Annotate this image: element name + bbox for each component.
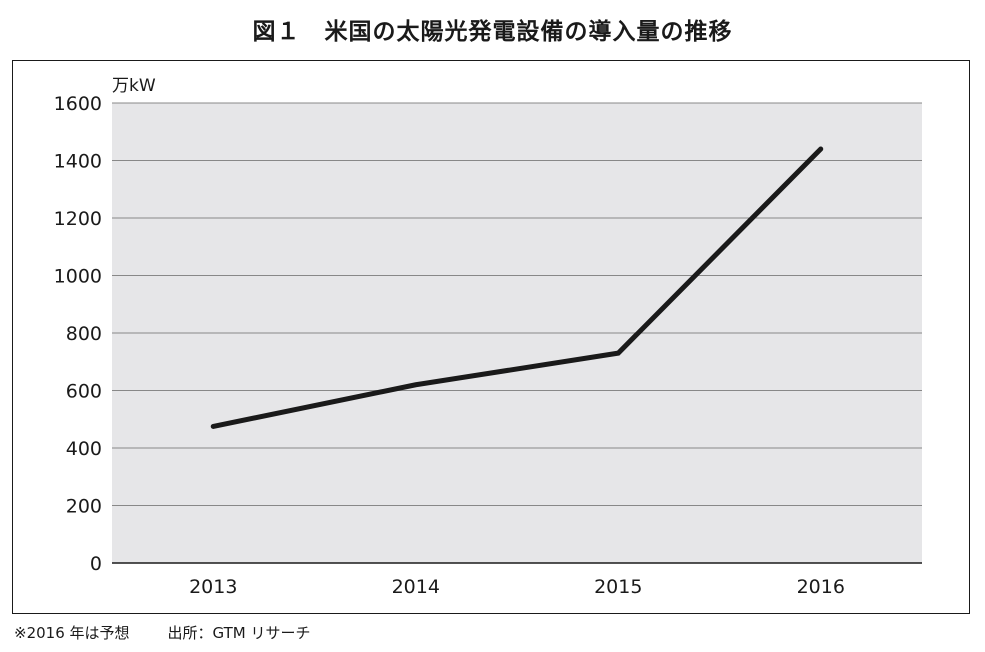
figure-title: 図１ 米国の太陽光発電設備の導入量の推移 — [252, 19, 733, 45]
x-tick-label-2015: 2015 — [594, 576, 642, 598]
series-line-0 — [210, 146, 824, 429]
y-tick-label-200: 200 — [66, 496, 102, 518]
footnote: ※2016 年は予想 出所：GTM リサーチ — [14, 622, 310, 643]
y-tick-label-400: 400 — [66, 438, 102, 460]
source-note: 出所：GTM リサーチ — [167, 624, 311, 642]
y-tick-label-0: 0 — [90, 553, 102, 575]
chart-frame — [12, 60, 970, 614]
forecast-note: ※2016 年は予想 — [14, 624, 130, 642]
y-tick-label-1400: 1400 — [54, 151, 102, 173]
x-tick-label-2013: 2013 — [189, 576, 237, 598]
x-tick-label-2016: 2016 — [797, 576, 845, 598]
x-tick-label-2014: 2014 — [392, 576, 440, 598]
y-tick-label-800: 800 — [66, 323, 102, 345]
y-tick-label-1200: 1200 — [54, 208, 102, 230]
y-tick-label-600: 600 — [66, 381, 102, 403]
y-tick-label-1600: 1600 — [54, 93, 102, 115]
y-unit-label: 万kW — [112, 76, 156, 96]
y-tick-label-1000: 1000 — [54, 266, 102, 288]
